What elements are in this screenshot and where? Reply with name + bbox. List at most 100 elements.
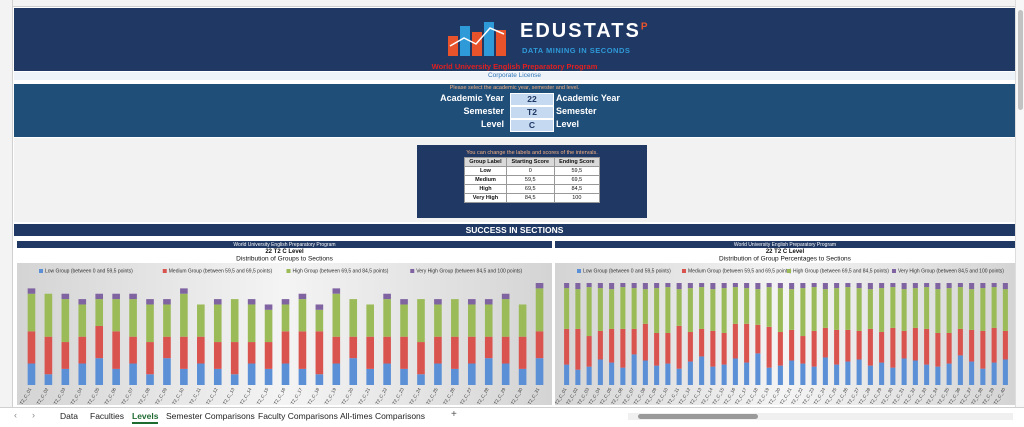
sheet-tab[interactable]: Semester Comparisons [166,411,255,421]
sheet-tab[interactable]: Faculty Comparisons [258,411,338,421]
bar-segment [400,299,408,305]
bar-segment [811,366,817,385]
horizontal-scrollbar[interactable] [628,413,1013,420]
bar-segment [957,355,963,385]
bar-segment [213,342,222,369]
bar-segment [332,363,341,385]
bar-segment [789,329,795,361]
bar-segment [264,304,273,310]
bar-segment [755,324,761,354]
selection-value[interactable]: 22 [510,93,554,106]
bar-segment [501,293,510,300]
bar-segment [642,323,648,361]
bar-segment [789,289,795,330]
bar-segment [535,283,544,289]
bar-segment [867,289,873,329]
bar-segment [957,283,963,288]
table-cell: 69,5 [505,184,555,194]
table-cell: 100 [553,193,601,203]
table-cell: 84,5 [553,184,601,194]
sheet-tab-bar [0,407,1024,427]
sheet-tab[interactable]: Data [60,411,78,421]
bar-segment [980,368,986,385]
sheet-tab[interactable]: Faculties [90,411,125,421]
bar-segment [744,362,750,385]
bar-segment [129,363,137,385]
selection-value[interactable]: T2 [510,106,554,119]
bar-segment [61,368,70,385]
bar-segment [400,368,408,385]
bar-segment [777,283,783,289]
bar-segment [654,288,660,333]
bar-segment [163,336,171,359]
brand-sup: P [640,21,650,33]
bar-segment [957,287,963,329]
bar-segment [61,299,70,343]
bar-segment [946,363,952,385]
bar-segment [822,327,828,358]
legend-swatch [39,269,43,273]
bar-segment [856,288,862,331]
legend-swatch [892,269,896,273]
bar-segment [281,363,290,385]
license: Corporate License [14,72,1015,80]
bar-segment [755,283,761,290]
chart-subtitle: 22 T2 C Level [265,249,304,255]
bar-segment [744,283,750,289]
sheet-tab[interactable]: Levels [132,411,159,424]
bar-segment [676,289,682,326]
bar-segment [146,342,154,375]
chart-program: World University English Preparatory Pro… [233,242,335,248]
sheet-tab[interactable]: All-times Comparisons [340,411,426,421]
bar-segment [665,287,671,333]
bar-segment [777,288,783,332]
bar-segment [163,299,171,305]
bar-segment [27,363,36,385]
tab-next[interactable]: › [32,410,35,420]
chart-header-band [555,241,1015,248]
bar-segment [969,361,975,385]
bar-segment [912,327,918,361]
tab-prev[interactable]: ‹ [14,410,17,420]
chart-header-band [17,241,552,248]
bar-segment [61,342,70,369]
bar-segment [834,329,840,365]
table-header-row: Group Label Starting Score Ending Score [464,157,601,167]
vertical-scrollbar[interactable] [1015,0,1024,407]
bar-segment [867,365,873,385]
bar-segment [564,283,570,289]
scroll-thumb[interactable] [638,414,758,419]
bar-segment [1002,330,1008,360]
bar-segment [991,283,997,288]
bar-segment [676,325,682,369]
bar-segment [867,328,873,366]
bar-segment [467,336,476,364]
selection-suffix: Level [556,119,580,129]
add-sheet[interactable]: + [451,409,457,420]
bar-segment [687,331,693,362]
bar-segment [247,363,256,385]
bar-segment [766,326,772,368]
bar-segment [901,283,907,290]
bar-segment [699,287,705,329]
bar-segment [991,327,997,363]
bar-segment [575,283,581,290]
bar-segment [78,299,87,305]
bar-segment [856,283,862,289]
selection-value[interactable]: C [510,119,554,132]
chart-title: Distribution of Group Percentages to Sec… [719,256,852,263]
bar-segment [349,336,358,359]
bar-segment [586,283,592,288]
bar-segment [451,336,459,369]
bar-segment [332,336,341,364]
bar-segment [609,283,615,290]
scroll-thumb[interactable] [1018,10,1023,110]
bar-segment [631,354,637,385]
bar-segment [564,364,570,385]
legend-label: Low Group (between 0 and 59,5 points) [45,269,133,275]
bar-segment [800,288,806,337]
bar-segment [247,304,256,343]
bar-segment [991,362,997,385]
bar-segment [467,299,476,305]
